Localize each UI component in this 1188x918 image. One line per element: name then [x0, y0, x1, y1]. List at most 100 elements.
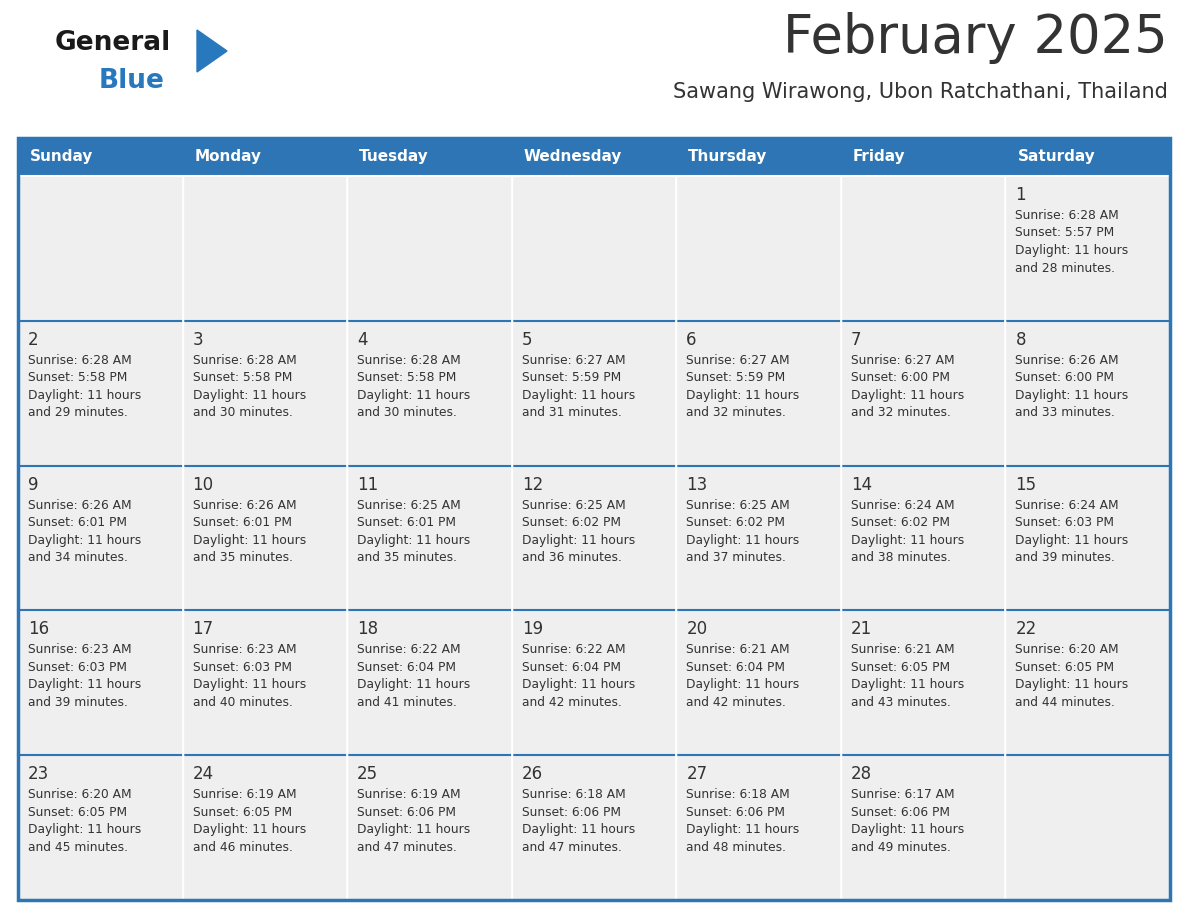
Bar — [841, 756, 1005, 900]
Text: and 31 minutes.: and 31 minutes. — [522, 407, 621, 420]
Bar — [841, 138, 1005, 176]
Bar — [18, 320, 183, 465]
Text: Sunset: 5:57 PM: Sunset: 5:57 PM — [1016, 227, 1114, 240]
Polygon shape — [197, 30, 227, 72]
Bar — [841, 465, 1005, 610]
Text: Sunset: 5:58 PM: Sunset: 5:58 PM — [358, 371, 456, 385]
Bar — [841, 176, 1005, 320]
Text: and 29 minutes.: and 29 minutes. — [29, 407, 128, 420]
Text: Daylight: 11 hours: Daylight: 11 hours — [29, 389, 141, 402]
Text: 14: 14 — [851, 476, 872, 494]
Text: Sunset: 6:03 PM: Sunset: 6:03 PM — [29, 661, 127, 674]
Bar — [183, 756, 347, 900]
Text: and 47 minutes.: and 47 minutes. — [358, 841, 457, 854]
Text: Sunset: 5:59 PM: Sunset: 5:59 PM — [687, 371, 785, 385]
Text: Sunset: 6:02 PM: Sunset: 6:02 PM — [687, 516, 785, 529]
Text: 24: 24 — [192, 766, 214, 783]
Text: Daylight: 11 hours: Daylight: 11 hours — [192, 389, 305, 402]
Text: Sunset: 6:06 PM: Sunset: 6:06 PM — [687, 806, 785, 819]
Text: Saturday: Saturday — [1017, 150, 1095, 164]
Bar — [512, 610, 676, 756]
Bar — [841, 610, 1005, 756]
Text: Monday: Monday — [195, 150, 261, 164]
Bar — [676, 465, 841, 610]
Text: Daylight: 11 hours: Daylight: 11 hours — [358, 823, 470, 836]
Bar — [347, 138, 512, 176]
Text: 23: 23 — [29, 766, 49, 783]
Text: 9: 9 — [29, 476, 38, 494]
Text: 5: 5 — [522, 330, 532, 349]
Text: Wednesday: Wednesday — [524, 150, 623, 164]
Text: Sunrise: 6:20 AM: Sunrise: 6:20 AM — [1016, 644, 1119, 656]
Text: Daylight: 11 hours: Daylight: 11 hours — [1016, 678, 1129, 691]
Text: Sunset: 6:06 PM: Sunset: 6:06 PM — [851, 806, 950, 819]
Text: Sunrise: 6:22 AM: Sunrise: 6:22 AM — [358, 644, 461, 656]
Bar — [347, 465, 512, 610]
Text: Daylight: 11 hours: Daylight: 11 hours — [522, 389, 634, 402]
Text: Sunrise: 6:25 AM: Sunrise: 6:25 AM — [687, 498, 790, 511]
Bar — [512, 465, 676, 610]
Text: Daylight: 11 hours: Daylight: 11 hours — [29, 823, 141, 836]
Text: Sunrise: 6:20 AM: Sunrise: 6:20 AM — [29, 789, 132, 801]
Bar — [512, 176, 676, 320]
Text: Sunrise: 6:26 AM: Sunrise: 6:26 AM — [192, 498, 296, 511]
Text: Daylight: 11 hours: Daylight: 11 hours — [1016, 244, 1129, 257]
Text: Daylight: 11 hours: Daylight: 11 hours — [1016, 533, 1129, 546]
Text: Sunset: 6:05 PM: Sunset: 6:05 PM — [192, 806, 292, 819]
Bar — [512, 756, 676, 900]
Bar — [676, 756, 841, 900]
Text: 20: 20 — [687, 621, 707, 638]
Text: Sunrise: 6:21 AM: Sunrise: 6:21 AM — [851, 644, 954, 656]
Text: Daylight: 11 hours: Daylight: 11 hours — [522, 823, 634, 836]
Text: Daylight: 11 hours: Daylight: 11 hours — [522, 533, 634, 546]
Bar — [512, 320, 676, 465]
Text: and 43 minutes.: and 43 minutes. — [851, 696, 950, 709]
Bar — [347, 176, 512, 320]
Text: Sunset: 6:03 PM: Sunset: 6:03 PM — [1016, 516, 1114, 529]
Text: and 42 minutes.: and 42 minutes. — [522, 696, 621, 709]
Text: Sunrise: 6:25 AM: Sunrise: 6:25 AM — [358, 498, 461, 511]
Text: 26: 26 — [522, 766, 543, 783]
Text: Sunset: 6:00 PM: Sunset: 6:00 PM — [1016, 371, 1114, 385]
Text: Tuesday: Tuesday — [359, 150, 429, 164]
Text: and 42 minutes.: and 42 minutes. — [687, 696, 786, 709]
Text: 21: 21 — [851, 621, 872, 638]
Bar — [18, 610, 183, 756]
Text: Sunset: 6:04 PM: Sunset: 6:04 PM — [687, 661, 785, 674]
Text: and 32 minutes.: and 32 minutes. — [851, 407, 950, 420]
Text: and 36 minutes.: and 36 minutes. — [522, 551, 621, 564]
Text: Daylight: 11 hours: Daylight: 11 hours — [192, 823, 305, 836]
Text: 8: 8 — [1016, 330, 1026, 349]
Text: Daylight: 11 hours: Daylight: 11 hours — [358, 678, 470, 691]
Text: Daylight: 11 hours: Daylight: 11 hours — [851, 823, 965, 836]
Text: Sunrise: 6:18 AM: Sunrise: 6:18 AM — [687, 789, 790, 801]
Text: Sunset: 6:01 PM: Sunset: 6:01 PM — [358, 516, 456, 529]
Text: Daylight: 11 hours: Daylight: 11 hours — [522, 678, 634, 691]
Bar — [1005, 138, 1170, 176]
Text: 11: 11 — [358, 476, 379, 494]
Text: and 40 minutes.: and 40 minutes. — [192, 696, 292, 709]
Text: Sunset: 6:04 PM: Sunset: 6:04 PM — [522, 661, 620, 674]
Bar — [183, 610, 347, 756]
Text: 4: 4 — [358, 330, 367, 349]
Text: Daylight: 11 hours: Daylight: 11 hours — [851, 389, 965, 402]
Text: February 2025: February 2025 — [783, 12, 1168, 64]
Text: Sunrise: 6:27 AM: Sunrise: 6:27 AM — [687, 353, 790, 367]
Bar — [841, 320, 1005, 465]
Text: Sunset: 6:06 PM: Sunset: 6:06 PM — [358, 806, 456, 819]
Bar — [18, 138, 1170, 900]
Text: and 37 minutes.: and 37 minutes. — [687, 551, 786, 564]
Bar — [183, 320, 347, 465]
Text: Sunset: 6:00 PM: Sunset: 6:00 PM — [851, 371, 950, 385]
Text: Sunrise: 6:26 AM: Sunrise: 6:26 AM — [1016, 353, 1119, 367]
Bar — [1005, 465, 1170, 610]
Text: 3: 3 — [192, 330, 203, 349]
Text: and 33 minutes.: and 33 minutes. — [1016, 407, 1116, 420]
Text: 7: 7 — [851, 330, 861, 349]
Text: 6: 6 — [687, 330, 697, 349]
Text: and 28 minutes.: and 28 minutes. — [1016, 262, 1116, 274]
Text: Daylight: 11 hours: Daylight: 11 hours — [1016, 389, 1129, 402]
Bar — [512, 138, 676, 176]
Text: Sunset: 6:02 PM: Sunset: 6:02 PM — [522, 516, 620, 529]
Text: and 35 minutes.: and 35 minutes. — [192, 551, 292, 564]
